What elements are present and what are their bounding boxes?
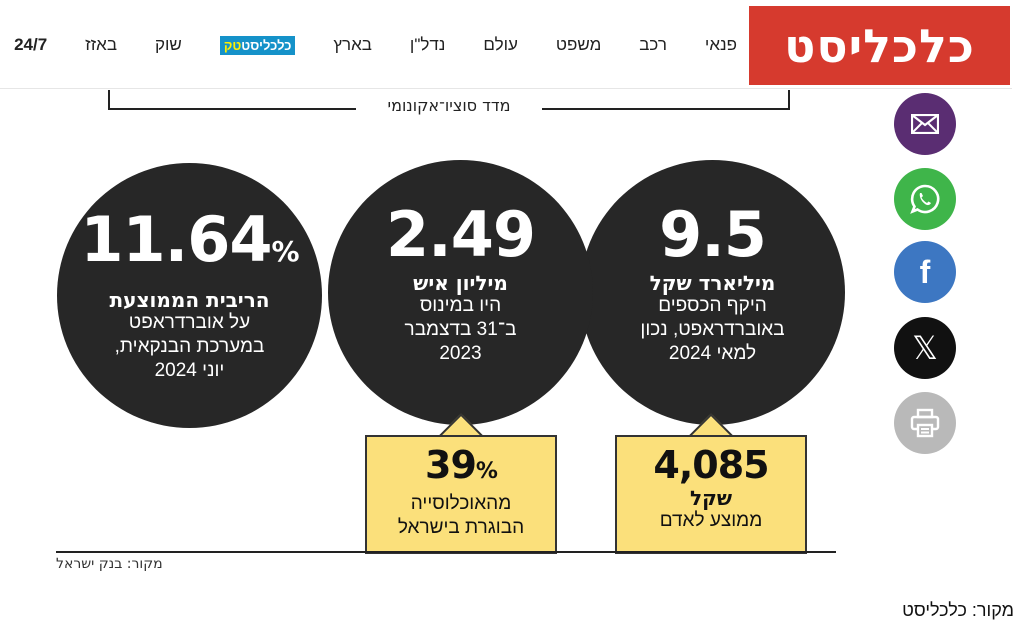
share-x-button[interactable]: 𝕏	[894, 317, 956, 379]
stat-desc-line: 2023	[439, 343, 482, 364]
stat-unit: מיליון איש	[413, 271, 508, 295]
stat-desc-line: במערכת הבנקאית,	[114, 336, 265, 357]
nav-item-market[interactable]: שוק	[154, 35, 182, 54]
nav-item-leisure[interactable]: פנאי	[704, 35, 737, 54]
nav-item-world[interactable]: עולם	[483, 35, 518, 54]
infographic-source: מקור: בנק ישראל	[56, 556, 163, 572]
nav-item-buzz[interactable]: באזז	[85, 35, 117, 54]
nav-item-cars[interactable]: רכב	[639, 35, 667, 54]
stat-value: 9.5	[659, 198, 767, 271]
callout-population-share: 39% מהאוכלוסייה הבוגרת בישראל	[365, 435, 557, 554]
stat-percent: %	[271, 235, 300, 268]
bracket-label: מדד סוציו־אקונומי	[356, 96, 542, 120]
share-mail-button[interactable]	[894, 93, 956, 155]
whatsapp-icon	[909, 183, 941, 215]
nav-item-law[interactable]: משפט	[555, 35, 602, 54]
logo-text: כלכליסט	[784, 18, 975, 73]
stat-unit: מיליארד שקל	[649, 271, 776, 295]
print-icon	[909, 408, 941, 438]
nav-item-real-estate[interactable]: נדל"ן	[409, 35, 446, 54]
stat-desc-line: באוברדראפט, נכון	[640, 319, 785, 340]
stat-desc-line: ב־31 בדצמבר	[404, 319, 517, 340]
callout-desc-line: מהאוכלוסייה	[410, 493, 512, 514]
stat-desc-line: יוני 2024	[154, 360, 225, 381]
nav-tech-main: כלכליסט	[241, 37, 292, 53]
stat-desc-line: על אוברדראפט	[128, 312, 251, 333]
nav-item-24-7[interactable]: 24/7	[14, 35, 48, 54]
image-caption: מקור: כלכליסט	[902, 600, 1014, 620]
callout-value: 4,085	[653, 443, 769, 487]
nav-item-calcalist-tech[interactable]: כלכליסטטק	[219, 35, 296, 55]
main-nav: 24/7 באזז שוק כלכליסטטק בארץ נדל"ן עולם …	[14, 28, 737, 62]
stat-unit: הריבית הממוצעת	[109, 288, 270, 312]
callout-desc-line: ממוצע לאדם	[659, 510, 763, 531]
stat-circle-average-interest: 11.64% הריבית הממוצעת על אוברדראפט במערכ…	[57, 163, 322, 428]
nav-item-local[interactable]: בארץ	[333, 35, 372, 54]
stat-desc-line: למאי 2024	[668, 343, 757, 364]
infographic-baseline	[56, 551, 836, 553]
callout-value: 39%	[367, 445, 555, 492]
print-button[interactable]	[894, 392, 956, 454]
site-header: כלכליסט 24/7 באזז שוק כלכליסטטק בארץ נדל…	[0, 0, 1012, 89]
stat-circle-overdraft-volume: 9.5 מיליארד שקל היקף הכספים באוברדראפט, …	[580, 160, 845, 425]
share-facebook-button[interactable]: f	[894, 241, 956, 303]
callout-percent: %	[475, 459, 498, 484]
stat-desc-line: היו במינוס	[419, 295, 502, 316]
site-logo[interactable]: כלכליסט	[749, 6, 1010, 85]
facebook-icon: f	[919, 253, 931, 290]
share-whatsapp-button[interactable]	[894, 168, 956, 230]
stat-desc-line: היקף הכספים	[658, 295, 767, 316]
callout-desc-line: הבוגרת בישראל	[397, 517, 525, 538]
callout-unit: שקל	[690, 486, 732, 510]
callout-number: 39	[425, 443, 477, 487]
mail-icon	[911, 114, 939, 134]
stat-value: 2.49	[386, 198, 536, 271]
nav-tech-accent: טק	[223, 37, 242, 53]
callout-average-per-person: 4,085 שקל ממוצע לאדם	[615, 435, 807, 554]
stat-value: 11.64%	[57, 209, 322, 283]
x-icon: 𝕏	[912, 329, 938, 367]
stat-circle-people-in-minus: 2.49 מיליון איש היו במינוס ב־31 בדצמבר 2…	[328, 160, 593, 425]
stat-number: 11.64	[80, 203, 272, 276]
